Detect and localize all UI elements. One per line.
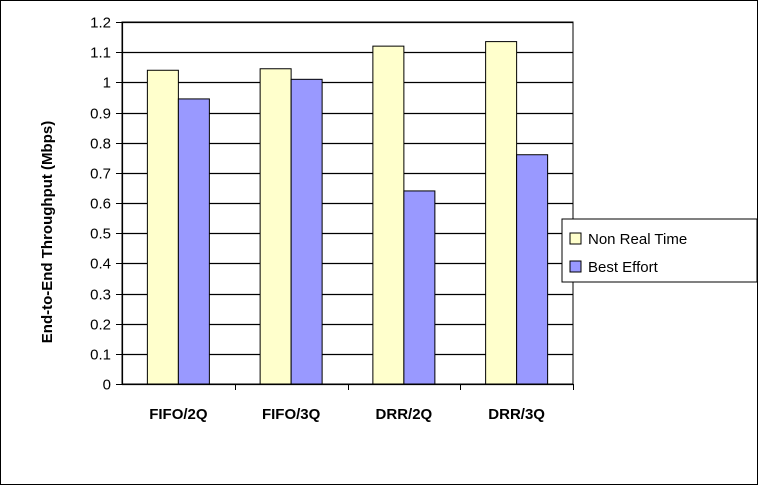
bar-non-real-time-drr-2q bbox=[372, 45, 405, 385]
bar-non-real-time-fifo-2q bbox=[146, 69, 179, 385]
bar-best-effort-fifo-2q bbox=[177, 98, 210, 385]
x-tick-label: FIFO/3Q bbox=[262, 406, 321, 423]
legend-label: Non Real Time bbox=[588, 231, 687, 248]
y-tick-label: 0.2 bbox=[90, 317, 111, 334]
bar-non-real-time-fifo-3q bbox=[259, 68, 292, 385]
y-tick-label: 1.2 bbox=[90, 15, 111, 32]
y-tick-label: 1.1 bbox=[90, 45, 111, 62]
legend: Non Real Time Best Effort bbox=[561, 218, 758, 283]
y-tick-label: 1 bbox=[103, 75, 111, 92]
axes: 0 0.1 0.2 0.3 0.4 0.5 0.6 0.7 0.8 0.9 1 1.1 1.2 FIFO/… bbox=[90, 15, 574, 423]
y-tick-label: 0.7 bbox=[90, 166, 111, 183]
legend-swatch-best-effort bbox=[569, 260, 582, 273]
y-tick-label: 0.3 bbox=[90, 287, 111, 304]
y-tick-label: 0.8 bbox=[90, 136, 111, 153]
x-tick-label: DRR/3Q bbox=[488, 406, 545, 423]
bars bbox=[146, 41, 549, 385]
bar-best-effort-fifo-3q bbox=[290, 78, 323, 385]
y-tick-label: 0.5 bbox=[90, 226, 111, 243]
y-tick-label: 0.1 bbox=[90, 347, 111, 364]
x-tick-label: DRR/2Q bbox=[376, 406, 433, 423]
bar-best-effort-drr-2q bbox=[403, 190, 436, 385]
x-tick-label: FIFO/2Q bbox=[149, 406, 208, 423]
y-tick-label: 0.6 bbox=[90, 196, 111, 213]
y-tick-label: 0 bbox=[103, 377, 111, 394]
legend-box bbox=[561, 218, 758, 283]
legend-swatch-non-real-time bbox=[569, 232, 582, 245]
y-tick-label: 0.4 bbox=[90, 256, 111, 273]
bar-non-real-time-drr-3q bbox=[485, 41, 518, 385]
y-axis-label: End-to-End Throughput (Mbps) bbox=[39, 121, 56, 343]
legend-label: Best Effort bbox=[588, 259, 659, 276]
y-tick-label: 0.9 bbox=[90, 106, 111, 123]
bar-best-effort-drr-3q bbox=[516, 154, 549, 385]
